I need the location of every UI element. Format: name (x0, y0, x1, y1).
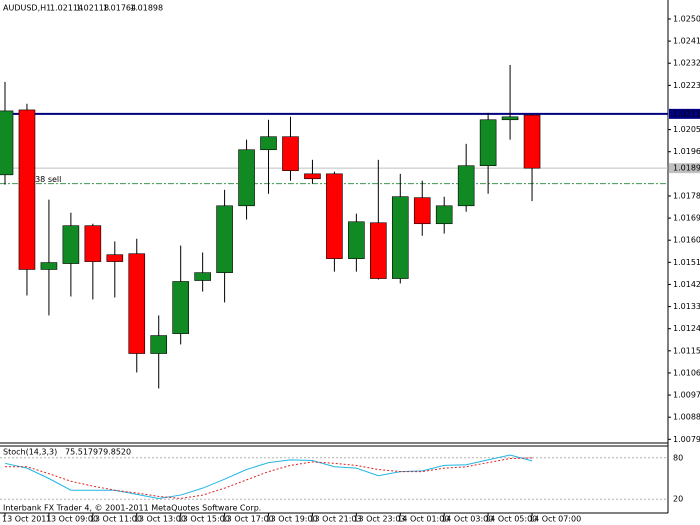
level-box (669, 108, 700, 119)
candle-body (370, 222, 387, 279)
readout-high: 1.02118 (76, 4, 109, 13)
candle-body (348, 221, 365, 259)
candle-body (479, 119, 497, 167)
indicator-readout: 75.5179 (65, 448, 98, 457)
y-tick-label: 1.01245 (673, 324, 700, 333)
candle-body (391, 196, 409, 279)
x-tick-label: 13 Oct 13:00 (134, 515, 186, 524)
x-tick-label: 13 Oct 2011 (2, 515, 51, 524)
x-tick-label: 13 Oct 21:03 (309, 515, 361, 524)
candle-body (238, 149, 255, 207)
y-tick-label: 1.01785 (673, 191, 700, 200)
candle-body (106, 254, 124, 262)
candle-body (304, 173, 321, 180)
readout-open: 1.02114 (50, 4, 83, 13)
y-tick-label: 1.02505 (673, 14, 700, 23)
indicator-line (5, 457, 533, 500)
x-tick-label: 13 Oct 15:00 (178, 515, 230, 524)
candle-body (150, 335, 168, 354)
y-tick-label: 1.02235 (673, 81, 700, 90)
candle-body (326, 173, 343, 259)
candle-body (172, 281, 189, 334)
indicator-readout: 79.8520 (98, 448, 131, 457)
x-tick-label: 14 Oct 01:00 (397, 515, 449, 524)
x-tick-label: 13 Oct 19:00 (266, 515, 318, 524)
candle-body (435, 205, 453, 225)
indicator-title: Stoch(14,3,3) (3, 448, 57, 457)
readout-low: 1.01764 (103, 4, 136, 13)
y-tick-label: 1.01695 (673, 214, 700, 223)
symbol: AUDUSD,H1 (3, 4, 51, 13)
y-tick-label: 20 (673, 495, 683, 504)
candle-body (523, 114, 541, 169)
x-tick-label: 13 Oct 09:00 (46, 515, 98, 524)
candle-body (282, 136, 299, 171)
order-label: 938 sell (30, 175, 61, 184)
candle-body (0, 110, 14, 176)
candle-body (260, 136, 277, 151)
candle-body (194, 272, 211, 281)
candle-body (457, 165, 475, 207)
y-tick-label: 1.01335 (673, 302, 700, 311)
y-tick-label: 1.00885 (673, 413, 700, 422)
footer: Interbank FX Trader 4, © 2001-2011 MetaQ… (3, 504, 261, 513)
candle-body (216, 205, 233, 273)
x-tick-label: 14 Oct 03:00 (441, 515, 493, 524)
x-tick-label: 13 Oct 17:00 (222, 515, 274, 524)
candle-body (84, 225, 102, 262)
y-tick-label: 1.01065 (673, 368, 700, 377)
readout-close: 1.01898 (130, 4, 163, 13)
x-tick-label: 14 Oct 05:00 (485, 515, 537, 524)
candle-body (62, 225, 80, 264)
x-tick-label: 14 Oct 07:00 (529, 515, 581, 524)
y-tick-label: 1.02055 (673, 125, 700, 134)
bid-box (669, 163, 700, 174)
indicator-line (4, 454, 533, 500)
y-tick-label: 1.02325 (673, 59, 700, 68)
y-tick-label: 1.01965 (673, 147, 700, 156)
y-tick-label: 1.02415 (673, 37, 700, 46)
y-tick-label: 1.00975 (673, 391, 700, 400)
y-tick-label: 1.00795 (673, 435, 700, 444)
bid-label: 1.01898 (673, 164, 700, 173)
x-tick-label: 13 Oct 11:00 (90, 515, 142, 524)
x-tick-label: 13 Oct 23:03 (353, 515, 405, 524)
y-tick-label: 1.01515 (673, 258, 700, 267)
y-tick-label: 1.01605 (673, 236, 700, 245)
candle-body (40, 262, 58, 270)
candle-body (501, 116, 519, 121)
y-tick-label: 1.01155 (673, 346, 700, 355)
candle-body (18, 109, 36, 270)
candle-body (128, 253, 146, 354)
y-tick-label: 1.01425 (673, 280, 700, 289)
y-tick-label: 80 (673, 453, 683, 462)
candle-body (413, 197, 431, 225)
